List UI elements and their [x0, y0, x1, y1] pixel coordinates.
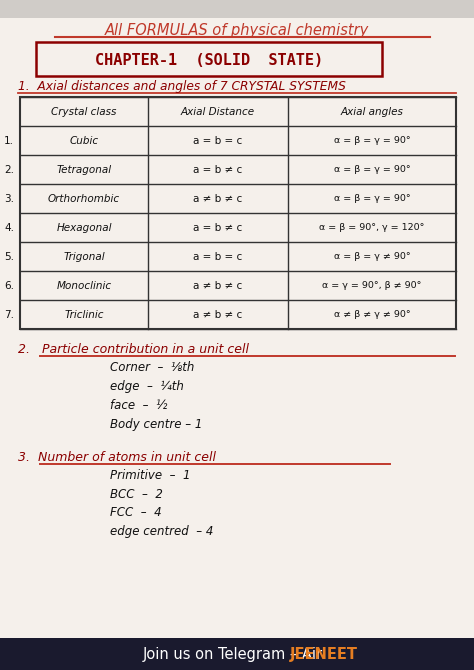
Text: 4.: 4.	[4, 222, 14, 232]
Text: Body centre – 1: Body centre – 1	[110, 417, 202, 431]
Text: Corner  –  ⅛th: Corner – ⅛th	[110, 360, 194, 373]
Text: Join us on Telegram – Air: Join us on Telegram – Air	[143, 647, 323, 661]
Text: a = b ≠ c: a = b ≠ c	[193, 165, 243, 174]
Bar	[20, 97, 456, 329]
Text: α = β = γ = 90°: α = β = γ = 90°	[334, 194, 410, 203]
Text: a ≠ b ≠ c: a ≠ b ≠ c	[193, 194, 243, 204]
Text: 1.: 1.	[4, 135, 14, 145]
Text: α = β = γ = 90°: α = β = γ = 90°	[334, 165, 410, 174]
Text: Join us on Telegram – AirJEENEET: Join us on Telegram – AirJEENEET	[117, 647, 357, 661]
Text: face  –  ½: face – ½	[110, 399, 167, 411]
Text: 3.: 3.	[4, 194, 14, 204]
Bar	[0, 0, 474, 18]
Text: α = β = γ = 90°: α = β = γ = 90°	[334, 136, 410, 145]
Text: Monoclinic: Monoclinic	[56, 281, 111, 291]
Text: α = β = 90°, γ = 120°: α = β = 90°, γ = 120°	[319, 223, 425, 232]
Text: Cubic: Cubic	[69, 135, 99, 145]
Bar	[0, 638, 474, 670]
Text: 2.   Particle contribution in a unit cell: 2. Particle contribution in a unit cell	[18, 342, 249, 356]
Text: α = β = γ ≠ 90°: α = β = γ ≠ 90°	[334, 252, 410, 261]
Text: Crystal class: Crystal class	[51, 107, 117, 117]
Text: BCC  –  2: BCC – 2	[110, 488, 163, 500]
Text: 5.: 5.	[4, 251, 14, 261]
Text: α ≠ β ≠ γ ≠ 90°: α ≠ β ≠ γ ≠ 90°	[334, 310, 410, 319]
Text: Trigonal: Trigonal	[63, 251, 105, 261]
Text: Triclinic: Triclinic	[64, 310, 104, 320]
Text: All FORMULAS of physical chemistry: All FORMULAS of physical chemistry	[105, 23, 369, 38]
Text: Axial Distance: Axial Distance	[181, 107, 255, 117]
Text: 3.  Number of atoms in unit cell: 3. Number of atoms in unit cell	[18, 450, 216, 464]
Text: edge  –  ¼th: edge – ¼th	[110, 379, 184, 393]
Text: 2.: 2.	[4, 165, 14, 174]
Text: a = b = c: a = b = c	[193, 251, 243, 261]
Text: Hexagonal: Hexagonal	[56, 222, 112, 232]
Text: Axial angles: Axial angles	[340, 107, 403, 117]
Text: Primitive  –  1: Primitive – 1	[110, 468, 191, 482]
Text: Tetragonal: Tetragonal	[56, 165, 111, 174]
Text: Orthorhombic: Orthorhombic	[48, 194, 120, 204]
Text: JEENEET: JEENEET	[290, 647, 358, 661]
Text: a = b = c: a = b = c	[193, 135, 243, 145]
Text: a ≠ b ≠ c: a ≠ b ≠ c	[193, 310, 243, 320]
Text: 7.: 7.	[4, 310, 14, 320]
Text: α = γ = 90°, β ≠ 90°: α = γ = 90°, β ≠ 90°	[322, 281, 422, 290]
Text: 1.  Axial distances and angles of 7 CRYSTAL SYSTEMS: 1. Axial distances and angles of 7 CRYST…	[18, 80, 346, 92]
Text: CHAPTER-1  (SOLID  STATE): CHAPTER-1 (SOLID STATE)	[95, 52, 323, 68]
Text: a ≠ b ≠ c: a ≠ b ≠ c	[193, 281, 243, 291]
Text: FCC  –  4: FCC – 4	[110, 507, 162, 519]
Text: edge centred  – 4: edge centred – 4	[110, 525, 213, 539]
Text: 6.: 6.	[4, 281, 14, 291]
Text: a = b ≠ c: a = b ≠ c	[193, 222, 243, 232]
